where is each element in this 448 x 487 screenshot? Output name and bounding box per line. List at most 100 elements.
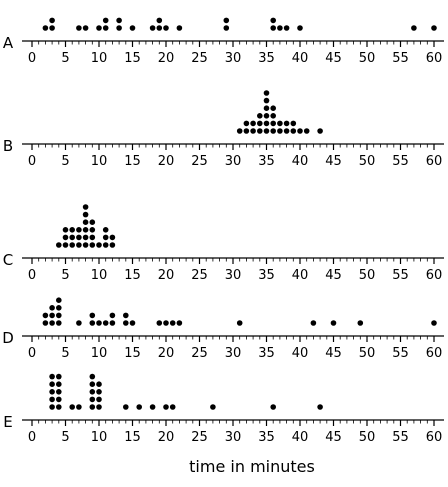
tick-label-C-0: 0 bbox=[28, 268, 36, 283]
dot-D-x10-1 bbox=[96, 320, 102, 326]
dot-B-x31-1 bbox=[236, 128, 243, 134]
dot-C-x12-2 bbox=[109, 234, 116, 241]
dot-E-x10-2 bbox=[96, 396, 102, 403]
tick-label-E-60: 60 bbox=[426, 430, 443, 445]
dot-plot-E: E 0 5 10 15 20 25 30 35 40 45 50 55 60 bbox=[3, 373, 444, 445]
tick-label-E-35: 35 bbox=[258, 430, 275, 445]
plot-label-D: D bbox=[2, 329, 14, 347]
dot-E-x27-1 bbox=[210, 404, 216, 410]
dot-C-x5-1 bbox=[62, 242, 69, 248]
dot-E-x3-3 bbox=[49, 389, 55, 395]
dot-C-x9-1 bbox=[89, 242, 96, 248]
dot-E-x4-2 bbox=[56, 396, 62, 403]
tick-label-D-35: 35 bbox=[258, 346, 275, 361]
dot-C-x12-1 bbox=[109, 242, 116, 248]
dot-A-x13-2 bbox=[116, 17, 122, 24]
dot-B-x34-3 bbox=[257, 113, 263, 119]
dot-B-x35-3 bbox=[263, 113, 270, 119]
tick-label-E-55: 55 bbox=[392, 430, 409, 445]
dot-C-x4-1 bbox=[56, 242, 62, 248]
dot-B-x35-6 bbox=[263, 90, 270, 96]
dot-A-x40-1 bbox=[297, 25, 303, 31]
tick-label-C-35: 35 bbox=[258, 268, 275, 283]
dot-B-x39-1 bbox=[290, 128, 297, 134]
dot-E-x4-3 bbox=[56, 389, 62, 395]
tick-label-E-5: 5 bbox=[61, 430, 69, 445]
dot-D-x12-2 bbox=[109, 312, 116, 319]
tick-label-E-40: 40 bbox=[292, 430, 309, 445]
tick-label-A-35: 35 bbox=[258, 51, 275, 66]
tick-label-D-20: 20 bbox=[158, 346, 175, 361]
tick-label-B-15: 15 bbox=[124, 154, 141, 169]
tick-label-D-15: 15 bbox=[124, 346, 141, 361]
tick-label-E-50: 50 bbox=[359, 430, 376, 445]
dot-plot-D: D0 5 10 15 20 25 30 35 40 45 50 55 60 bbox=[2, 297, 444, 361]
dot-D-x3-2 bbox=[49, 312, 55, 319]
dot-A-x15-1 bbox=[129, 25, 136, 31]
dot-A-x38-1 bbox=[283, 25, 290, 31]
dot-D-x3-3 bbox=[49, 305, 55, 311]
tick-label-C-60: 60 bbox=[426, 268, 443, 283]
dot-C-x7-1 bbox=[76, 242, 82, 248]
dot-B-x36-1 bbox=[270, 128, 277, 134]
dot-A-x60-1 bbox=[431, 25, 437, 31]
dot-E-x16-1 bbox=[136, 404, 142, 410]
tick-label-B-55: 55 bbox=[392, 154, 409, 169]
tick-label-C-30: 30 bbox=[225, 268, 242, 283]
dot-A-x57-1 bbox=[411, 25, 417, 31]
dot-C-x6-3 bbox=[69, 227, 75, 233]
dot-E-x14-1 bbox=[123, 404, 129, 410]
tick-label-D-25: 25 bbox=[191, 346, 208, 361]
dot-D-x60-1 bbox=[431, 320, 437, 326]
dot-C-x8-4 bbox=[82, 219, 89, 225]
tick-label-C-10: 10 bbox=[91, 268, 108, 283]
tick-label-D-55: 55 bbox=[392, 346, 409, 361]
dot-D-x31-1 bbox=[236, 320, 243, 326]
tick-label-E-45: 45 bbox=[325, 430, 342, 445]
dot-E-x9-4 bbox=[89, 381, 96, 388]
tick-label-A-25: 25 bbox=[191, 51, 208, 66]
dot-B-x33-2 bbox=[250, 120, 256, 127]
tick-label-A-45: 45 bbox=[325, 51, 342, 66]
dot-E-x6-1 bbox=[69, 404, 75, 410]
dot-E-x21-1 bbox=[169, 404, 176, 410]
dot-E-x3-4 bbox=[49, 381, 55, 388]
plot-label-E: E bbox=[3, 413, 12, 431]
dot-A-x37-1 bbox=[277, 25, 283, 31]
tick-label-B-50: 50 bbox=[359, 154, 376, 169]
dot-A-x8-1 bbox=[82, 25, 89, 31]
dot-C-x11-1 bbox=[102, 242, 109, 248]
tick-label-A-50: 50 bbox=[359, 51, 376, 66]
dot-A-x2-1 bbox=[42, 25, 49, 31]
tick-label-C-25: 25 bbox=[191, 268, 208, 283]
dot-B-x39-2 bbox=[290, 120, 297, 127]
dot-A-x29-2 bbox=[223, 17, 230, 24]
dot-B-x35-2 bbox=[263, 120, 270, 127]
tick-label-B-30: 30 bbox=[225, 154, 242, 169]
tick-label-B-0: 0 bbox=[28, 154, 36, 169]
tick-label-A-5: 5 bbox=[61, 51, 69, 66]
dot-B-x43-1 bbox=[317, 128, 323, 134]
dot-B-x41-1 bbox=[303, 128, 310, 134]
tick-label-D-40: 40 bbox=[292, 346, 309, 361]
dot-A-x7-1 bbox=[76, 25, 82, 31]
dot-A-x3-1 bbox=[49, 25, 55, 31]
dot-C-x8-6 bbox=[82, 204, 89, 210]
tick-label-A-0: 0 bbox=[28, 51, 36, 66]
dot-A-x19-2 bbox=[156, 17, 163, 24]
dot-E-x4-5 bbox=[56, 373, 62, 380]
dot-A-x11-2 bbox=[102, 17, 109, 24]
tick-label-B-20: 20 bbox=[158, 154, 175, 169]
tick-label-B-60: 60 bbox=[426, 154, 443, 169]
tick-label-C-15: 15 bbox=[124, 268, 141, 283]
dot-B-x35-5 bbox=[263, 97, 270, 104]
tick-label-C-20: 20 bbox=[158, 268, 175, 283]
dot-C-x9-4 bbox=[89, 219, 96, 225]
tick-label-E-15: 15 bbox=[124, 430, 141, 445]
dot-B-x37-1 bbox=[277, 128, 283, 134]
dot-A-x18-1 bbox=[149, 25, 156, 31]
tick-label-E-20: 20 bbox=[158, 430, 175, 445]
tick-label-B-25: 25 bbox=[191, 154, 208, 169]
tick-label-D-45: 45 bbox=[325, 346, 342, 361]
dot-B-x32-1 bbox=[243, 128, 250, 134]
